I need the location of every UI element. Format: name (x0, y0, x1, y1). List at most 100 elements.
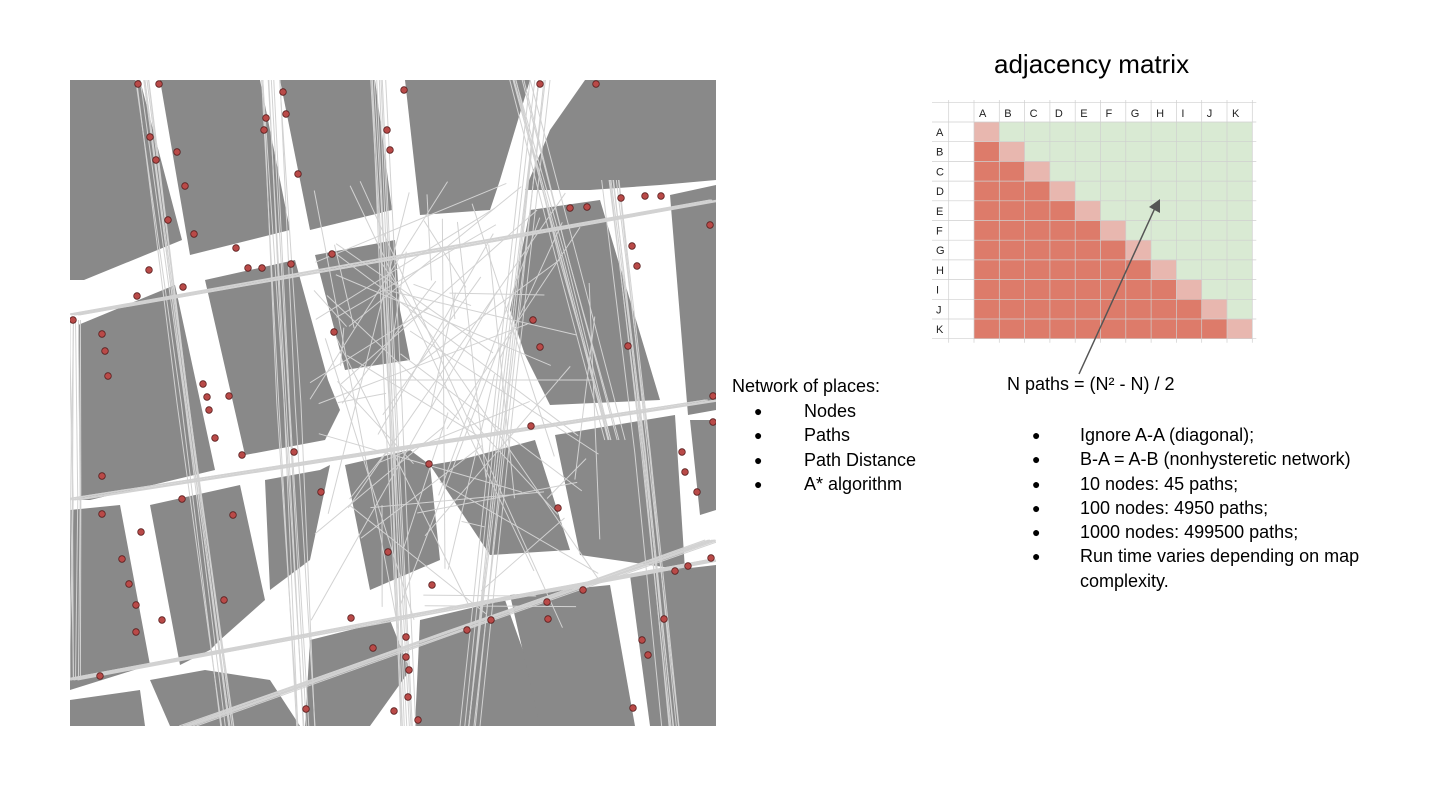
matrix-cell-J-I (1176, 299, 1202, 319)
path-line (601, 179, 663, 726)
matrix-col-label-B: B (1004, 108, 1011, 120)
node-marker (671, 567, 679, 575)
path-line (464, 80, 536, 726)
legend-item-paths: Paths (732, 423, 916, 448)
node-marker (96, 672, 104, 680)
path-line (70, 319, 74, 681)
path-line (318, 323, 528, 405)
path-line (313, 290, 347, 327)
matrix-cell-B-F (1100, 141, 1126, 162)
matrix-cell-I-I (1176, 279, 1202, 300)
path-line (77, 560, 716, 681)
matrix-cell-A-I (1176, 122, 1202, 142)
matrix-cell-B-D (1049, 141, 1076, 162)
matrix-cell-E-B (999, 200, 1025, 221)
matrix-cell-E-C (1024, 200, 1050, 221)
matrix-cell-E-G (1125, 200, 1152, 221)
path-line (279, 80, 316, 726)
path-line (403, 412, 449, 548)
matrix-row-label-C: C (936, 166, 944, 178)
path-line (341, 280, 437, 404)
path-line (438, 217, 541, 496)
matrix-cell-B-A (974, 141, 1000, 162)
path-line (461, 520, 485, 528)
node-marker (302, 705, 310, 713)
matrix-title: adjacency matrix (994, 49, 1190, 79)
matrix-cell-J-C (1024, 299, 1050, 319)
matrix-cell-B-J (1201, 141, 1227, 162)
path-line (315, 207, 495, 320)
matrix-cell-E-K (1227, 200, 1253, 221)
matrix-cell-I-F (1100, 279, 1126, 300)
matrix-cell-D-C (1024, 181, 1050, 201)
matrix-cell-A-D (1049, 122, 1076, 142)
legend-item-astar: A* algorithm (732, 472, 916, 497)
matrix-cell-K-G (1125, 319, 1152, 339)
matrix-col-label-H: H (1156, 108, 1164, 120)
node-marker (330, 328, 338, 336)
path-line (459, 80, 531, 726)
matrix-cell-G-I (1176, 240, 1202, 260)
matrix-cell-D-A (974, 181, 1000, 201)
node-marker (644, 651, 652, 659)
matrix-cell-K-D (1049, 319, 1076, 339)
matrix-cell-H-B (999, 259, 1025, 280)
matrix-cell-J-E (1075, 299, 1101, 319)
path-line (326, 295, 460, 421)
node-marker (629, 704, 637, 712)
node-marker (369, 644, 377, 652)
path-line (413, 283, 472, 307)
node-marker (428, 581, 436, 589)
node-marker (203, 393, 211, 401)
node-marker (633, 262, 641, 270)
matrix-col-label-A: A (979, 108, 987, 120)
path-line (512, 80, 609, 441)
matrix-col-label-D: D (1055, 108, 1063, 120)
matrix-cell-A-J (1201, 122, 1227, 142)
matrix-cell-E-A (974, 200, 1000, 221)
legend-list: Nodes Paths Path Distance A* algorithm (732, 399, 916, 497)
matrix-col-label-E: E (1080, 108, 1087, 120)
path-line (313, 190, 399, 630)
node-marker (104, 372, 112, 380)
path-line (392, 251, 407, 339)
node-marker (678, 448, 686, 456)
matrix-col-label-G: G (1131, 108, 1140, 120)
path-line (335, 243, 494, 354)
node-marker (693, 488, 701, 496)
note-10-nodes: 10 nodes: 45 paths; (1032, 472, 1412, 497)
matrix-cell-G-C (1024, 240, 1050, 260)
node-marker (244, 264, 252, 272)
path-line (337, 392, 387, 404)
path-line (309, 181, 448, 400)
node-marker (384, 548, 392, 556)
path-line (376, 80, 408, 726)
matrix-cell-F-C (1024, 220, 1050, 241)
matrix-cell-G-B (999, 240, 1025, 260)
path-line (513, 80, 610, 441)
matrix-cell-H-F (1100, 259, 1126, 280)
path-line (135, 80, 222, 726)
network-legend: Network of places: Nodes Paths Path Dist… (732, 374, 916, 497)
node-marker (70, 316, 77, 324)
node-marker (709, 392, 716, 400)
node-marker (527, 422, 535, 430)
matrix-col-label-K: K (1232, 108, 1240, 120)
node-marker (290, 448, 298, 456)
path-line (310, 291, 498, 621)
node-marker (205, 406, 213, 414)
path-line (360, 445, 483, 539)
matrix-cell-F-H (1151, 220, 1177, 241)
legend-heading: Network of places: (732, 376, 881, 396)
note-1000-nodes: 1000 nodes: 499500 paths; (1032, 520, 1412, 545)
matrix-cell-D-D (1049, 181, 1076, 201)
matrix-cell-J-H (1151, 299, 1177, 319)
matrix-cell-I-A (974, 279, 1000, 300)
matrix-cell-H-J (1201, 259, 1227, 280)
path-line (588, 282, 601, 540)
node-marker (487, 616, 495, 624)
matrix-cell-B-I (1176, 141, 1202, 162)
matrix-cell-J-J (1201, 299, 1227, 319)
matrix-cell-F-J (1201, 220, 1227, 241)
